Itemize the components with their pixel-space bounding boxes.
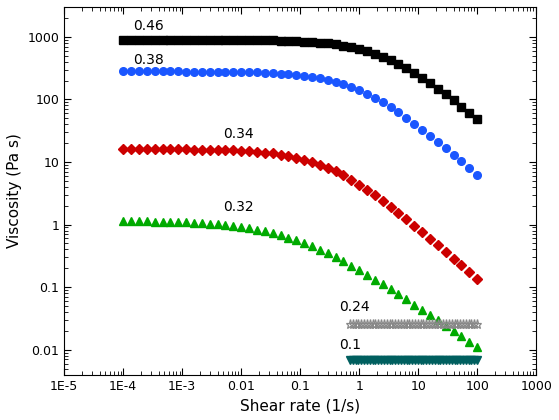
Text: 0.38: 0.38 <box>134 53 164 67</box>
Text: 0.34: 0.34 <box>224 127 254 141</box>
Text: 0.46: 0.46 <box>134 19 164 33</box>
Text: 0.1: 0.1 <box>339 338 361 352</box>
Text: 0.32: 0.32 <box>224 200 254 214</box>
Text: 0.24: 0.24 <box>339 300 369 314</box>
Y-axis label: Viscosity (Pa s): Viscosity (Pa s) <box>7 134 22 248</box>
X-axis label: Shear rate (1/s): Shear rate (1/s) <box>240 398 360 413</box>
